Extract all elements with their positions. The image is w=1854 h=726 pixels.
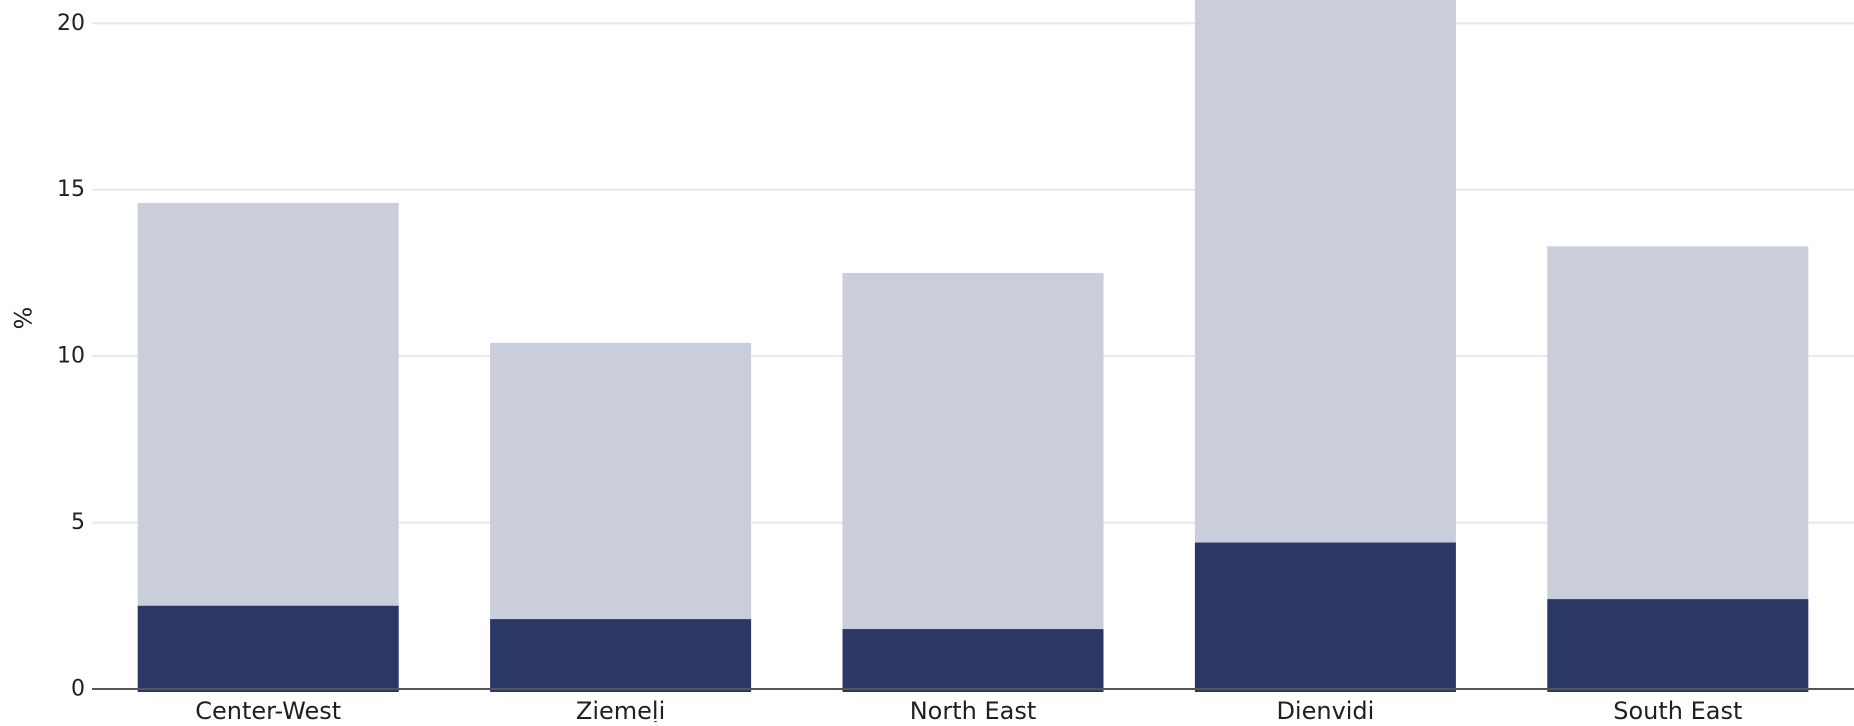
x-tick-label: North East (910, 697, 1037, 722)
y-axis-title: % (8, 307, 36, 330)
x-tick-label: Dienvidi (1276, 697, 1374, 722)
bar-series-0-2 (842, 272, 1104, 692)
y-tick-label: 10 (57, 344, 85, 369)
bar-series-1-2 (842, 629, 1104, 692)
bar-series-1-4 (1547, 599, 1809, 692)
x-tick-label: Center-West (195, 697, 341, 722)
x-tick-label: South East (1613, 697, 1742, 722)
bar-series-1-3 (1194, 542, 1456, 692)
bar-series-1-1 (490, 619, 752, 692)
y-tick-label: 5 (71, 510, 85, 535)
bar-series-1-0 (137, 605, 399, 692)
bars (137, 0, 1809, 693)
axes: 0 5 10 15 20 Center-West Ziemeļi North East Dien… (57, 11, 1854, 725)
x-tick-label: Ziemeļi (576, 697, 665, 722)
y-tick-label: 15 (57, 177, 85, 202)
y-tick-label: 0 (71, 677, 85, 702)
y-tick-label: 20 (57, 11, 85, 36)
